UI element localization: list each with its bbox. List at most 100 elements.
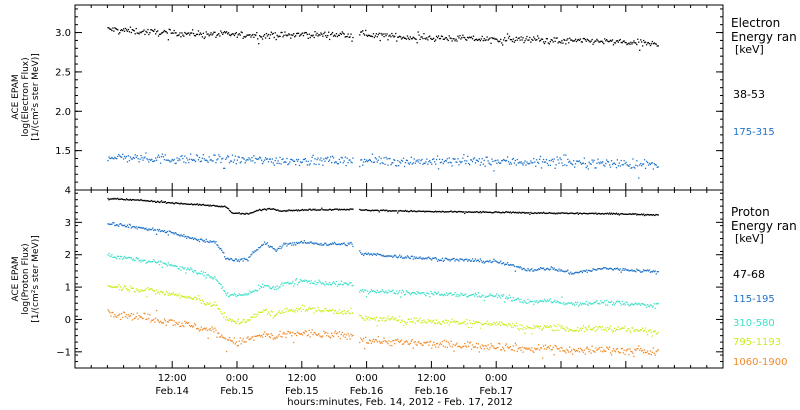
data-point	[108, 252, 110, 254]
data-point	[279, 312, 281, 314]
data-point	[204, 304, 206, 306]
data-point	[342, 32, 344, 34]
data-point	[221, 313, 223, 315]
data-point	[427, 341, 429, 343]
data-point	[153, 30, 155, 32]
data-point	[533, 270, 535, 272]
data-point	[361, 159, 363, 161]
data-point	[406, 159, 409, 162]
data-point	[169, 319, 171, 321]
data-point	[149, 200, 151, 203]
data-point	[597, 303, 599, 305]
data-point	[495, 260, 497, 262]
data-point	[648, 43, 651, 45]
data-point	[360, 315, 362, 317]
data-point	[318, 333, 320, 335]
data-point	[251, 34, 253, 37]
data-point	[366, 317, 368, 319]
data-point	[141, 227, 143, 229]
data-point	[517, 327, 519, 330]
data-point	[544, 300, 547, 302]
data-point	[246, 34, 248, 36]
electron-panel: 1.52.02.53.0 ACE EPAM log(Electron Flux)…	[11, 4, 797, 191]
data-point	[514, 270, 516, 272]
data-point	[345, 282, 347, 284]
data-point	[226, 258, 228, 260]
data-point	[592, 350, 594, 352]
data-point	[385, 319, 387, 322]
data-point	[615, 40, 618, 42]
data-point	[431, 347, 433, 349]
data-point	[285, 34, 287, 36]
data-point	[273, 36, 275, 39]
data-point	[642, 303, 644, 305]
data-point	[574, 272, 576, 274]
data-point	[254, 162, 256, 164]
data-point	[575, 160, 578, 162]
data-point	[476, 322, 479, 324]
data-point	[455, 258, 457, 261]
data-point	[533, 158, 535, 160]
data-point	[538, 268, 540, 270]
data-point	[616, 300, 618, 302]
data-point	[431, 259, 433, 261]
data-point	[182, 203, 184, 205]
data-point	[631, 166, 633, 169]
data-point	[634, 348, 636, 351]
data-point	[611, 331, 614, 333]
data-point	[195, 238, 198, 241]
data-point	[244, 213, 246, 215]
data-point	[151, 319, 153, 321]
data-point	[640, 347, 642, 350]
data-point	[148, 161, 150, 163]
data-point	[479, 40, 481, 42]
data-point	[424, 211, 426, 213]
data-point	[546, 267, 548, 270]
data-point	[328, 335, 330, 337]
data-point	[384, 339, 386, 342]
data-point	[455, 320, 457, 322]
data-point	[247, 319, 249, 321]
data-point	[414, 292, 416, 294]
data-point	[438, 210, 441, 213]
data-point	[579, 347, 582, 349]
data-point	[181, 322, 183, 325]
data-point	[189, 269, 191, 271]
data-point	[435, 292, 437, 294]
data-point	[287, 330, 289, 332]
data-point	[625, 301, 627, 303]
data-point	[147, 200, 149, 202]
data-point	[307, 308, 309, 310]
data-point	[134, 259, 136, 261]
data-point	[639, 213, 641, 216]
data-point	[439, 294, 442, 296]
data-point	[348, 36, 350, 38]
data-point	[375, 316, 377, 318]
data-point	[453, 320, 455, 322]
data-point	[581, 213, 583, 215]
data-point	[635, 302, 637, 304]
data-point	[123, 311, 125, 313]
data-point	[306, 281, 308, 283]
data-point	[530, 349, 532, 352]
data-point	[581, 271, 583, 274]
data-point	[113, 222, 115, 224]
data-point	[318, 209, 320, 211]
data-point	[109, 157, 111, 160]
data-point	[584, 212, 586, 215]
data-point	[418, 257, 420, 259]
data-point	[192, 298, 195, 300]
data-point	[607, 304, 609, 306]
data-point	[219, 282, 221, 285]
data-point	[294, 311, 296, 313]
data-point	[220, 283, 222, 286]
data-point	[511, 349, 514, 351]
data-point	[244, 321, 246, 323]
data-point	[227, 155, 229, 157]
data-point	[182, 324, 184, 327]
data-point	[252, 336, 254, 338]
data-point	[546, 325, 548, 327]
data-point	[135, 315, 137, 318]
data-point	[628, 305, 630, 307]
data-point	[386, 209, 388, 212]
